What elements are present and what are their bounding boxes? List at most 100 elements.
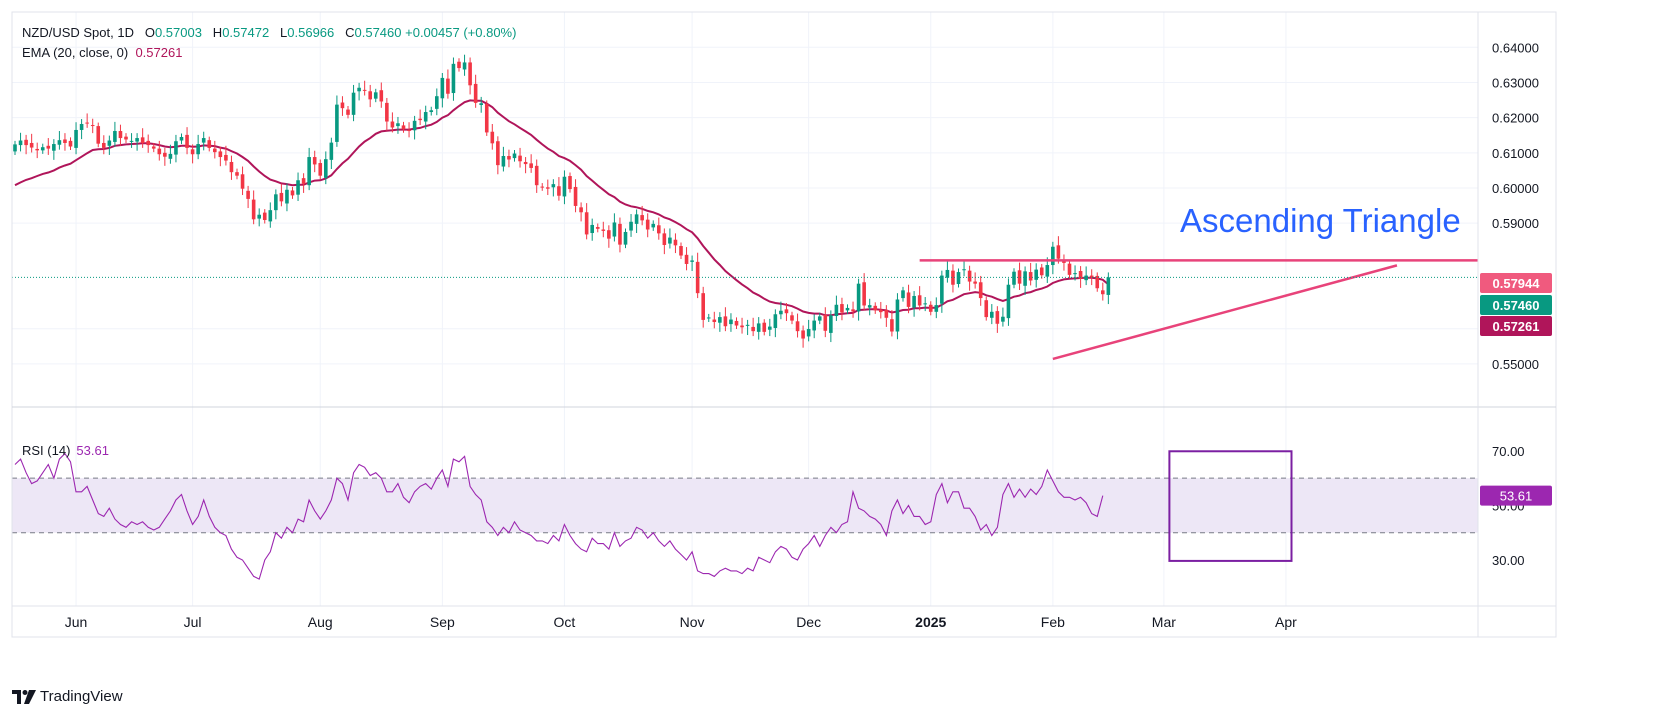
candle-body — [951, 270, 955, 285]
candle-body — [296, 180, 300, 195]
candle-body — [63, 139, 67, 143]
candle-body — [684, 254, 689, 264]
tradingview-logo[interactable]: TradingView — [12, 688, 123, 705]
time-axis[interactable]: Jun Jul Aug Sep Oct Nov Dec 2025 Feb Mar Apr — [65, 614, 1297, 630]
candle-body — [679, 246, 683, 256]
candle-body — [351, 92, 356, 115]
price-tag-label: 0.57944 — [1493, 276, 1541, 291]
candle-body — [1073, 273, 1077, 275]
candle-body — [1034, 269, 1038, 280]
candle-body — [862, 282, 866, 306]
candle-body — [640, 215, 644, 221]
candle-body — [107, 140, 112, 146]
candle-body — [446, 78, 450, 94]
candle-body — [1023, 271, 1027, 286]
candle-body — [879, 309, 883, 313]
candle-body — [751, 326, 755, 332]
candle-body — [307, 157, 311, 186]
candle-body — [96, 126, 101, 144]
candle-body — [1051, 246, 1055, 266]
candle-body — [540, 186, 545, 188]
candle-body — [179, 137, 184, 141]
candle-body — [573, 186, 578, 206]
candle-body — [518, 155, 522, 162]
rsi-tag-label: 53.61 — [1500, 489, 1533, 504]
candle-body — [74, 129, 78, 148]
candle-body — [623, 231, 628, 245]
candle-body — [634, 214, 639, 224]
candle-body — [213, 148, 217, 153]
candle-body — [479, 103, 483, 105]
candle-body — [507, 155, 511, 160]
candle-body — [90, 125, 95, 127]
candle-body — [385, 102, 389, 122]
candle-body — [1017, 270, 1022, 284]
time-tick-label: Nov — [680, 614, 705, 630]
candle-body — [451, 63, 456, 94]
candle-body — [562, 176, 567, 197]
candle-body — [551, 184, 556, 188]
candle-body — [1056, 245, 1061, 259]
price-tick-label: 0.60000 — [1492, 181, 1539, 196]
price-tag-bg — [1480, 316, 1552, 336]
change-value: +0.00457 (+0.80%) — [405, 25, 517, 40]
candle-body — [18, 140, 23, 146]
candle-body — [928, 304, 933, 312]
candle-body — [262, 212, 267, 221]
candle-body — [756, 323, 761, 332]
candle-body — [851, 309, 855, 312]
candle-body — [1039, 267, 1044, 276]
candle-body — [235, 172, 239, 176]
candle-body — [340, 102, 345, 109]
candle-body — [1089, 275, 1094, 278]
candle-body — [990, 311, 994, 318]
candle-body — [668, 237, 672, 244]
candle-body — [790, 315, 794, 321]
candle-body — [13, 144, 17, 152]
candle-body — [723, 316, 728, 327]
candle-body — [285, 189, 289, 204]
price-tag-bg — [1480, 273, 1552, 293]
candle-body — [135, 138, 139, 142]
candle-body — [224, 154, 228, 161]
candle-body — [523, 161, 528, 165]
candlesticks[interactable] — [13, 54, 1111, 348]
ema-line — [14, 99, 1109, 317]
candle-body — [174, 141, 178, 155]
symbol-label: NZD/USD Spot, 1D — [22, 25, 134, 40]
candle-body — [151, 146, 156, 149]
trendline-drawings[interactable] — [12, 259, 1478, 562]
candle-body — [612, 222, 617, 237]
candle-body — [923, 303, 927, 305]
rsi-legend: RSI (14) 53.61 — [22, 443, 109, 458]
candle-body — [185, 134, 189, 148]
candle-body — [379, 90, 384, 102]
candle-body — [457, 61, 461, 69]
low-label: L — [280, 25, 288, 40]
candle-body — [268, 210, 273, 222]
candle-body — [829, 315, 833, 333]
time-tick-label: Jun — [65, 614, 88, 630]
candle-body — [196, 144, 200, 155]
candle-body — [335, 104, 339, 142]
candle-body — [962, 269, 966, 271]
candle-body — [745, 324, 750, 326]
candle-body — [229, 161, 234, 173]
candle-body — [662, 233, 667, 245]
candle-body — [978, 282, 983, 299]
candle-body — [68, 140, 73, 147]
candle-body — [934, 305, 939, 312]
candle-body — [890, 319, 894, 332]
candle-body — [779, 310, 783, 315]
ohlc-legend: NZD/USD Spot, 1D O0.57003 H0.57472 L0.56… — [22, 25, 516, 40]
candle-body — [324, 159, 328, 178]
candle-body — [251, 199, 256, 220]
rsi-tick-label: 30.00 — [1492, 553, 1525, 568]
candle-body — [484, 103, 489, 133]
rsi-band — [12, 478, 1478, 533]
high-value: 0.57472 — [222, 25, 270, 40]
candle-body — [734, 320, 739, 326]
candle-body — [246, 190, 250, 199]
